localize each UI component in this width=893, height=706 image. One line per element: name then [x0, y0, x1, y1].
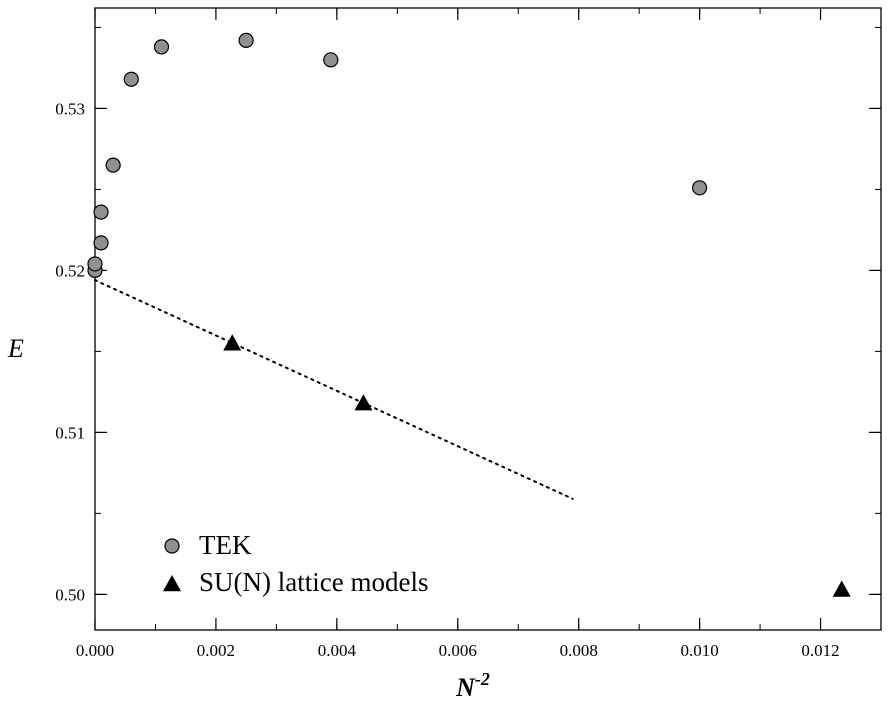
legend-label-tek: TEK: [199, 530, 252, 560]
tek-point: [153, 39, 170, 55]
tek-point: [323, 52, 339, 68]
x-tick-label: 0.012: [801, 641, 839, 660]
x-tick-label: 0.006: [439, 641, 477, 660]
tek-point: [692, 180, 708, 196]
legend-marker-sun: [163, 575, 181, 592]
tek-point: [87, 256, 103, 272]
y-tick-label: 0.50: [55, 585, 85, 604]
tek-point: [123, 71, 139, 87]
y-tick-label: 0.53: [55, 99, 85, 118]
x-axis-title-base: N: [455, 673, 476, 702]
sun-lattice-point: [223, 334, 242, 351]
tek-point: [238, 32, 254, 48]
x-tick-label: 0.002: [197, 641, 235, 660]
fit-line: [94, 279, 574, 500]
legend-marker-tek: [164, 538, 180, 554]
data-points: [87, 32, 851, 597]
x-tick-labels: 0.000 0.002 0.004 0.006 0.008 0.010 0.012: [76, 641, 840, 660]
y-tick-labels: 0.50 0.51 0.52 0.53: [55, 99, 85, 604]
x-tick-label: 0.010: [680, 641, 718, 660]
plot-frame: [94, 7, 882, 631]
tek-point: [93, 204, 109, 220]
axis-ticks: [94, 8, 882, 630]
y-tick-label: 0.51: [55, 423, 85, 442]
legend-label-sun: SU(N) lattice models: [199, 567, 428, 597]
legend: TEK SU(N) lattice models: [163, 530, 428, 597]
fit-line-group: [94, 279, 574, 500]
x-tick-label: 0.008: [560, 641, 598, 660]
y-axis-title: E: [7, 334, 24, 363]
tek-point: [93, 235, 109, 251]
tek-point: [105, 157, 121, 173]
x-tick-label: 0.000: [76, 641, 114, 660]
x-axis-title-superscript: -2: [475, 669, 490, 689]
legend-markers: [163, 538, 181, 592]
y-tick-label: 0.52: [55, 261, 85, 280]
sun-lattice-point: [832, 580, 851, 597]
sun-lattice-point: [354, 394, 373, 411]
x-tick-label: 0.004: [318, 641, 357, 660]
x-axis-title: N-2: [455, 669, 490, 702]
